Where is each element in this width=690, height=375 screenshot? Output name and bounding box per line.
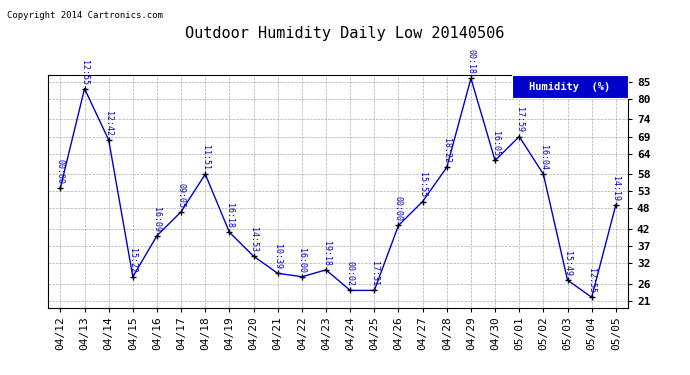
Text: 00:00: 00:00 <box>394 196 403 221</box>
Text: 16:05: 16:05 <box>491 131 500 156</box>
Text: 10:39: 10:39 <box>273 244 282 269</box>
Text: 17:31: 17:31 <box>370 261 379 286</box>
Text: 16:18: 16:18 <box>225 203 234 228</box>
Text: 11:51: 11:51 <box>201 145 210 170</box>
Text: 16:04: 16:04 <box>539 145 548 170</box>
Text: 00:00: 00:00 <box>56 159 65 184</box>
Text: 19:18: 19:18 <box>322 241 331 266</box>
Text: 15:49: 15:49 <box>563 251 572 276</box>
Text: 14:53: 14:53 <box>249 227 258 252</box>
Text: 00:18: 00:18 <box>466 49 475 74</box>
Text: 15:55: 15:55 <box>418 172 427 197</box>
Text: 15:22: 15:22 <box>128 248 137 273</box>
Text: 17:59: 17:59 <box>515 107 524 132</box>
Text: Copyright 2014 Cartronics.com: Copyright 2014 Cartronics.com <box>7 11 163 20</box>
Text: 16:09: 16:09 <box>152 207 161 231</box>
Text: 14:19: 14:19 <box>611 176 620 201</box>
Text: 12:55: 12:55 <box>587 268 596 293</box>
Text: Outdoor Humidity Daily Low 20140506: Outdoor Humidity Daily Low 20140506 <box>186 26 504 41</box>
Text: 18:22: 18:22 <box>442 138 451 163</box>
Text: 09:05: 09:05 <box>177 183 186 208</box>
Text: 12:55: 12:55 <box>80 60 89 84</box>
Text: 00:02: 00:02 <box>346 261 355 286</box>
Text: 12:42: 12:42 <box>104 111 113 136</box>
Text: 16:00: 16:00 <box>297 248 306 273</box>
